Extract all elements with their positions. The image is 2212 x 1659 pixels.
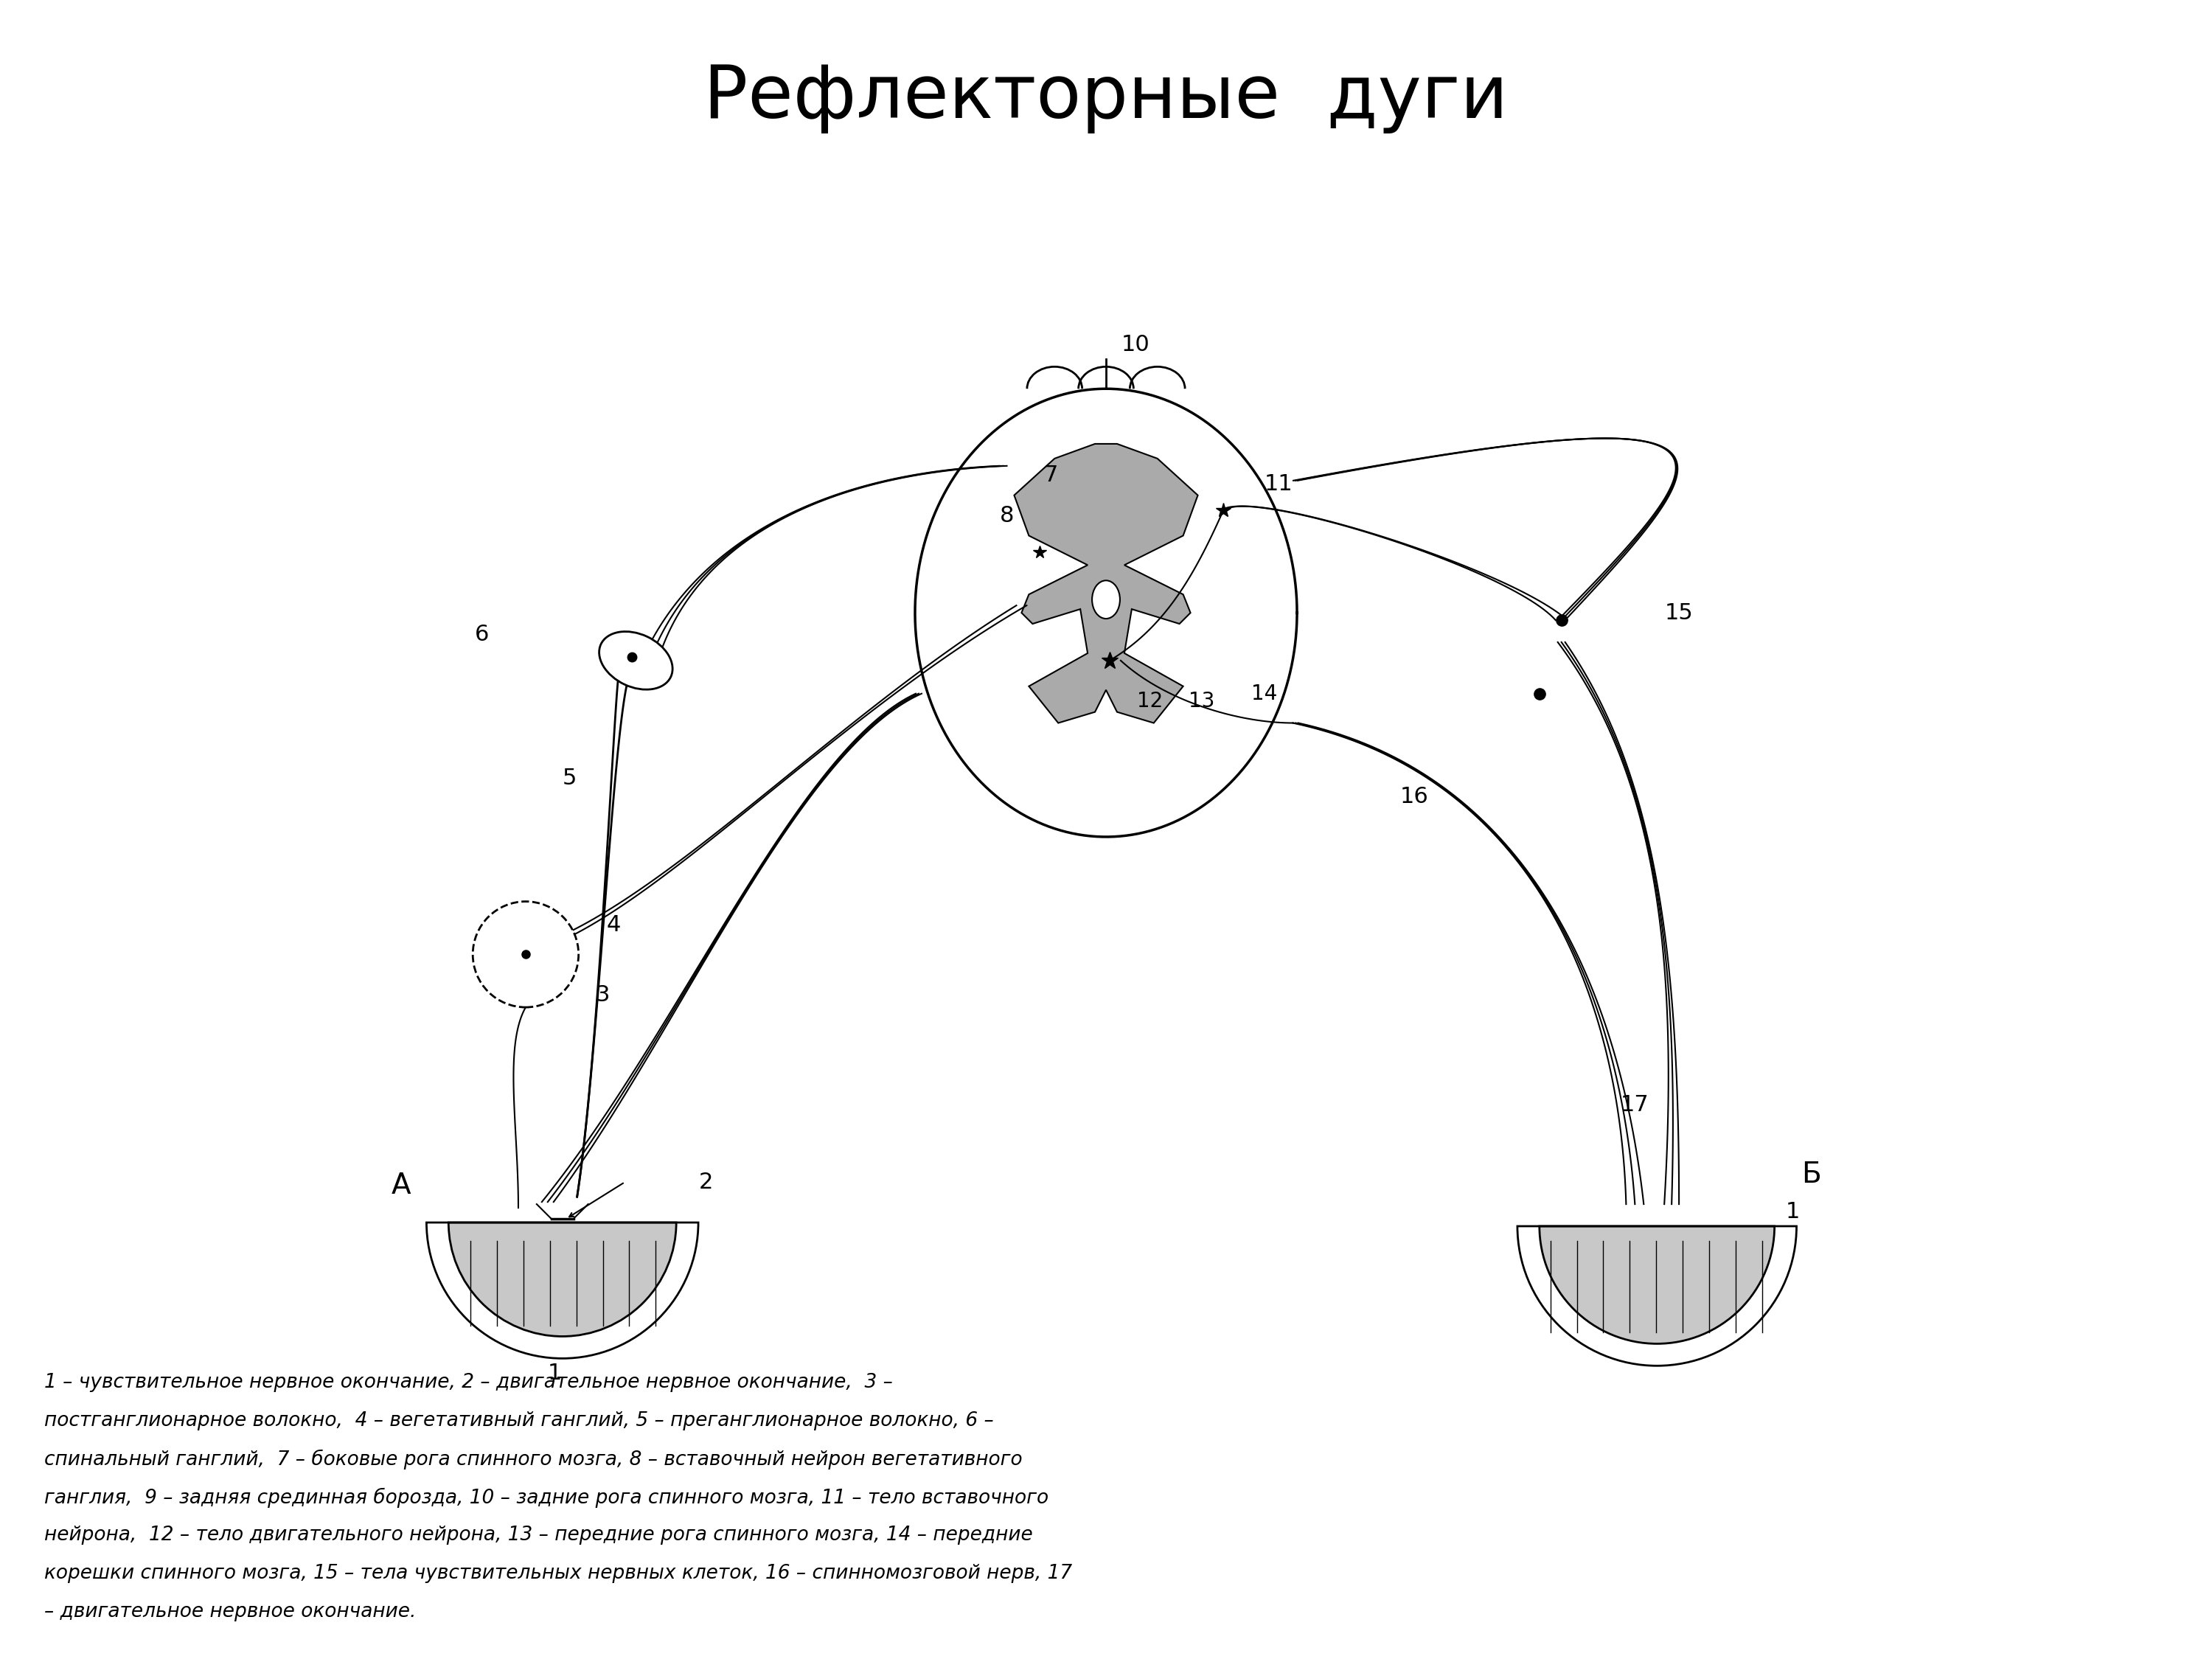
Text: 2: 2 bbox=[699, 1171, 712, 1193]
Circle shape bbox=[473, 901, 580, 1007]
Text: 16: 16 bbox=[1400, 786, 1429, 808]
Text: 6: 6 bbox=[473, 624, 489, 645]
Text: 4: 4 bbox=[606, 914, 622, 936]
Text: 1: 1 bbox=[1785, 1201, 1801, 1223]
Text: А: А bbox=[392, 1171, 411, 1199]
Text: 14: 14 bbox=[1252, 684, 1276, 703]
Wedge shape bbox=[449, 1223, 677, 1337]
Text: 15: 15 bbox=[1666, 602, 1692, 624]
Text: постганглионарное волокно,  4 – вегетативный ганглий, 5 – преганглионарное волок: постганглионарное волокно, 4 – вегетатив… bbox=[44, 1412, 993, 1430]
Text: корешки спинного мозга, 15 – тела чувствительных нервных клеток, 16 – спинномозг: корешки спинного мозга, 15 – тела чувств… bbox=[44, 1564, 1073, 1583]
Text: Б: Б bbox=[1801, 1161, 1820, 1190]
Text: нейрона,  12 – тело двигательного нейрона, 13 – передние рога спинного мозга, 14: нейрона, 12 – тело двигательного нейрона… bbox=[44, 1526, 1033, 1545]
Text: 5: 5 bbox=[562, 768, 577, 788]
Text: Рефлекторные  дуги: Рефлекторные дуги bbox=[703, 61, 1509, 133]
Text: 1: 1 bbox=[549, 1362, 562, 1384]
Text: 12: 12 bbox=[1137, 690, 1164, 712]
Polygon shape bbox=[1013, 445, 1199, 723]
Text: 10: 10 bbox=[1121, 333, 1150, 355]
Text: 17: 17 bbox=[1621, 1095, 1650, 1115]
Text: ганглия,  9 – задняя срединная борозда, 10 – задние рога спинного мозга, 11 – те: ганглия, 9 – задняя срединная борозда, 1… bbox=[44, 1488, 1048, 1508]
Text: 11: 11 bbox=[1265, 473, 1294, 494]
Text: 13: 13 bbox=[1188, 690, 1214, 712]
Polygon shape bbox=[916, 388, 1296, 836]
Text: 1 – чувствительное нервное окончание, 2 – двигательное нервное окончание,  3 –: 1 – чувствительное нервное окончание, 2 … bbox=[44, 1374, 894, 1392]
Text: 7: 7 bbox=[1044, 465, 1057, 486]
Text: 8: 8 bbox=[1000, 504, 1013, 526]
Text: 3: 3 bbox=[595, 984, 611, 1005]
Wedge shape bbox=[1540, 1226, 1774, 1344]
Ellipse shape bbox=[599, 632, 672, 690]
Text: – двигательное нервное окончание.: – двигательное нервное окончание. bbox=[44, 1603, 416, 1621]
Text: спинальный ганглий,  7 – боковые рога спинного мозга, 8 – вставочный нейрон веге: спинальный ганглий, 7 – боковые рога спи… bbox=[44, 1450, 1022, 1470]
Ellipse shape bbox=[1093, 581, 1119, 619]
